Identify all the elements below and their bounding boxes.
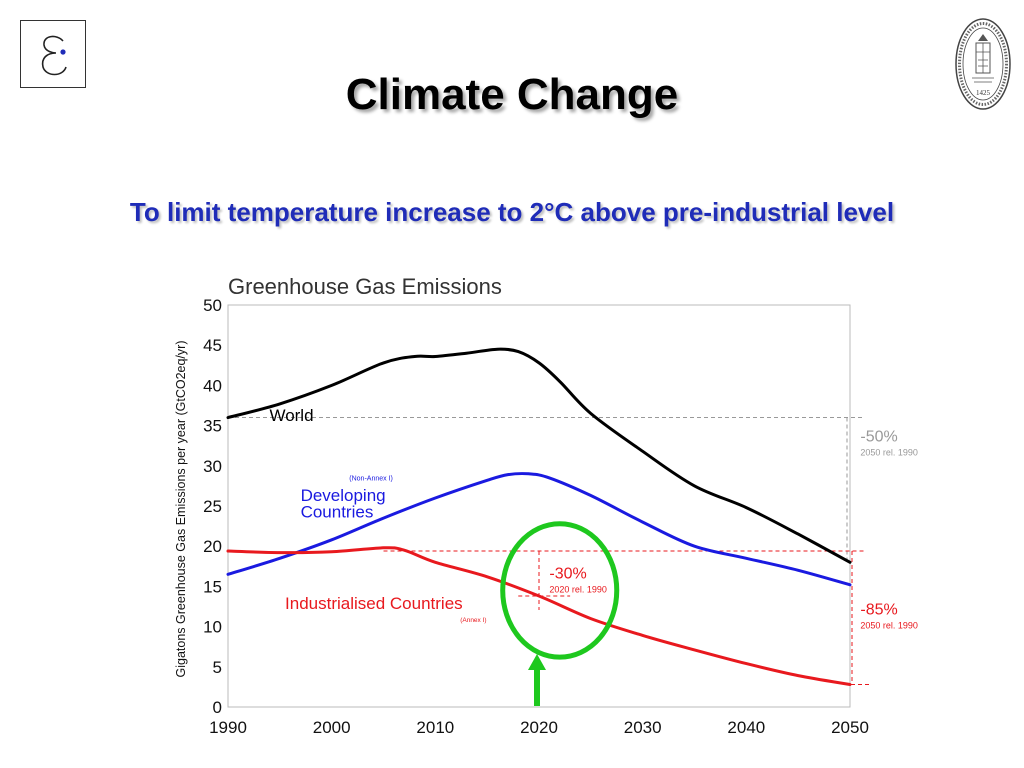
x-tick-label: 2040	[727, 718, 765, 737]
y-tick-label: 0	[213, 698, 222, 717]
seal-year: 1425	[976, 89, 991, 97]
university-seal-icon: 1425	[955, 18, 1011, 110]
series-sublabel-industrialised: (Annex I)	[460, 617, 486, 624]
y-tick-label: 15	[203, 577, 222, 596]
y-tick-label: 30	[203, 457, 222, 476]
annotations: -50% 2050 rel. 1990 -30% 2020 rel. 1990 -85%…	[549, 429, 918, 631]
series-sublabel-developing: (Non-Annex I)	[349, 475, 393, 482]
y-tick-label: 35	[203, 417, 222, 436]
x-tick-label: 2010	[416, 718, 454, 737]
annotation-note: 2050 rel. 1990	[860, 621, 918, 631]
annotation-note: 2020 rel. 1990	[549, 584, 607, 594]
y-tick-label: 10	[203, 618, 222, 637]
epsilon-logo-icon	[41, 35, 67, 76]
x-tick-label: 2000	[313, 718, 351, 737]
chart-title: Greenhouse Gas Emissions	[228, 274, 502, 299]
series-line-industrialised-countries	[226, 546, 852, 686]
series-lines	[226, 347, 852, 686]
highlight-circle	[500, 521, 620, 660]
series-line-world	[226, 347, 852, 564]
annotation-percent: -85%	[860, 602, 897, 619]
x-tick-label: 2030	[624, 718, 662, 737]
series-line-developing-countries	[226, 472, 852, 587]
y-tick-label: 50	[203, 296, 222, 315]
highlight	[500, 521, 620, 660]
x-tick-label: 1990	[209, 718, 247, 737]
axis-ticks: 0 5 10 15 20 25 30 35 40 45 50 1990 2000 2010 2020 2030…	[203, 296, 869, 737]
y-tick-label: 20	[203, 537, 222, 556]
x-tick-label: 2020	[520, 718, 558, 737]
slide-subtitle: To limit temperature increase to 2°C abo…	[129, 197, 895, 227]
y-axis-label: Gigatons Greenhouse Gas Emissions per ye…	[174, 341, 188, 678]
x-tick-label: 2050	[831, 718, 869, 737]
y-tick-label: 25	[203, 497, 222, 516]
logo	[20, 20, 86, 88]
emissions-chart: Greenhouse Gas Emissions Gigatons Greenh…	[174, 274, 918, 737]
slide-title: Climate Change	[345, 70, 679, 119]
highlight-arrow-icon	[528, 654, 546, 706]
annotation-percent: -30%	[549, 565, 586, 582]
plot-frame	[227, 304, 851, 708]
series-label-industrialised: Industrialised Countries	[285, 594, 463, 613]
series-label-developing-line2: Countries	[301, 502, 374, 521]
reference-lines	[228, 417, 872, 685]
annotation-note: 2050 rel. 1990	[860, 448, 918, 458]
y-tick-label: 45	[203, 336, 222, 355]
annotation-percent: -50%	[860, 429, 897, 446]
series-label-developing-line1: Developing	[301, 486, 386, 505]
y-tick-label: 40	[203, 376, 222, 395]
series-label-world: World	[269, 406, 313, 425]
y-tick-label: 5	[213, 658, 222, 677]
